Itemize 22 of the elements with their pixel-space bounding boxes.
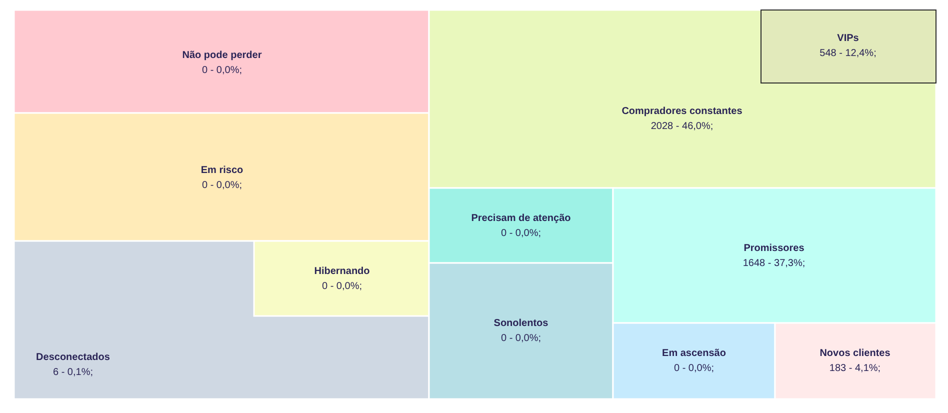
category-label: Em ascensão xyxy=(662,348,726,359)
data-label: 0 - 0,0%; xyxy=(322,281,362,292)
category-label: Novos clientes xyxy=(820,348,891,359)
data-label: 183 - 4,1%; xyxy=(829,363,881,374)
category-label: Hibernando xyxy=(314,266,370,277)
category-label: Desconectados xyxy=(36,352,110,363)
data-label: 1648 - 37,3%; xyxy=(742,258,806,269)
category-label: Em risco xyxy=(200,165,244,176)
data-label: 0 - 0,0%; xyxy=(674,363,714,374)
category-label: Sonolentos xyxy=(494,318,549,329)
category-label: Compradores constantes xyxy=(622,106,743,117)
data-label: 0 - 0,0%; xyxy=(202,65,242,76)
category-label: Promissores xyxy=(744,243,805,254)
data-label: 0 - 0,0%; xyxy=(500,228,542,239)
category-label: VIPs xyxy=(837,33,860,44)
category-label: Não pode perder xyxy=(182,50,262,61)
category-label: Precisam de atenção xyxy=(471,213,571,224)
data-label: 0 - 0,0%; xyxy=(202,180,242,191)
data-label: 2028 - 46,0%; xyxy=(650,121,714,132)
data-label: 6 - 0,1%; xyxy=(52,367,94,378)
data-label: 0 - 0,0%; xyxy=(500,333,542,344)
data-label: 548 - 12,4%; xyxy=(820,48,876,59)
